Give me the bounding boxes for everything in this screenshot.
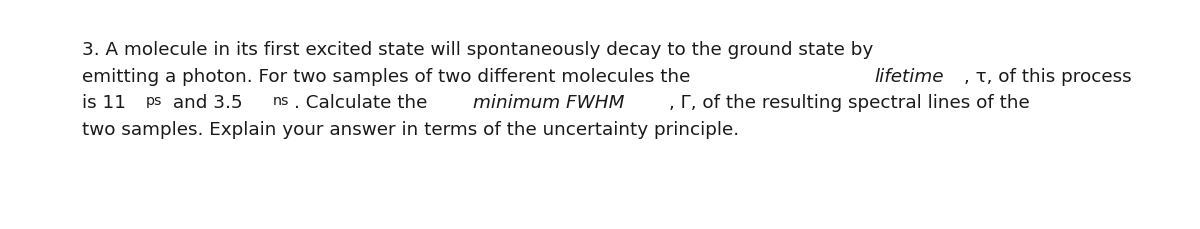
Text: lifetime: lifetime <box>874 68 943 86</box>
Text: is 11: is 11 <box>82 94 132 112</box>
Text: emitting a photon. For two samples of two different molecules the: emitting a photon. For two samples of tw… <box>82 68 696 86</box>
Text: , τ, of this process: , τ, of this process <box>964 68 1132 86</box>
Text: ps: ps <box>146 94 162 108</box>
Text: two samples. Explain your answer in terms of the uncertainty principle.: two samples. Explain your answer in term… <box>82 121 739 139</box>
Text: 3. A molecule in its first excited state will spontaneously decay to the ground : 3. A molecule in its first excited state… <box>82 41 872 59</box>
Text: , Γ, of the resulting spectral lines of the: , Γ, of the resulting spectral lines of … <box>668 94 1030 112</box>
Text: minimum FWHM: minimum FWHM <box>473 94 625 112</box>
Text: ns: ns <box>272 94 289 108</box>
Text: . Calculate the: . Calculate the <box>294 94 433 112</box>
Text: and 3.5: and 3.5 <box>167 94 248 112</box>
